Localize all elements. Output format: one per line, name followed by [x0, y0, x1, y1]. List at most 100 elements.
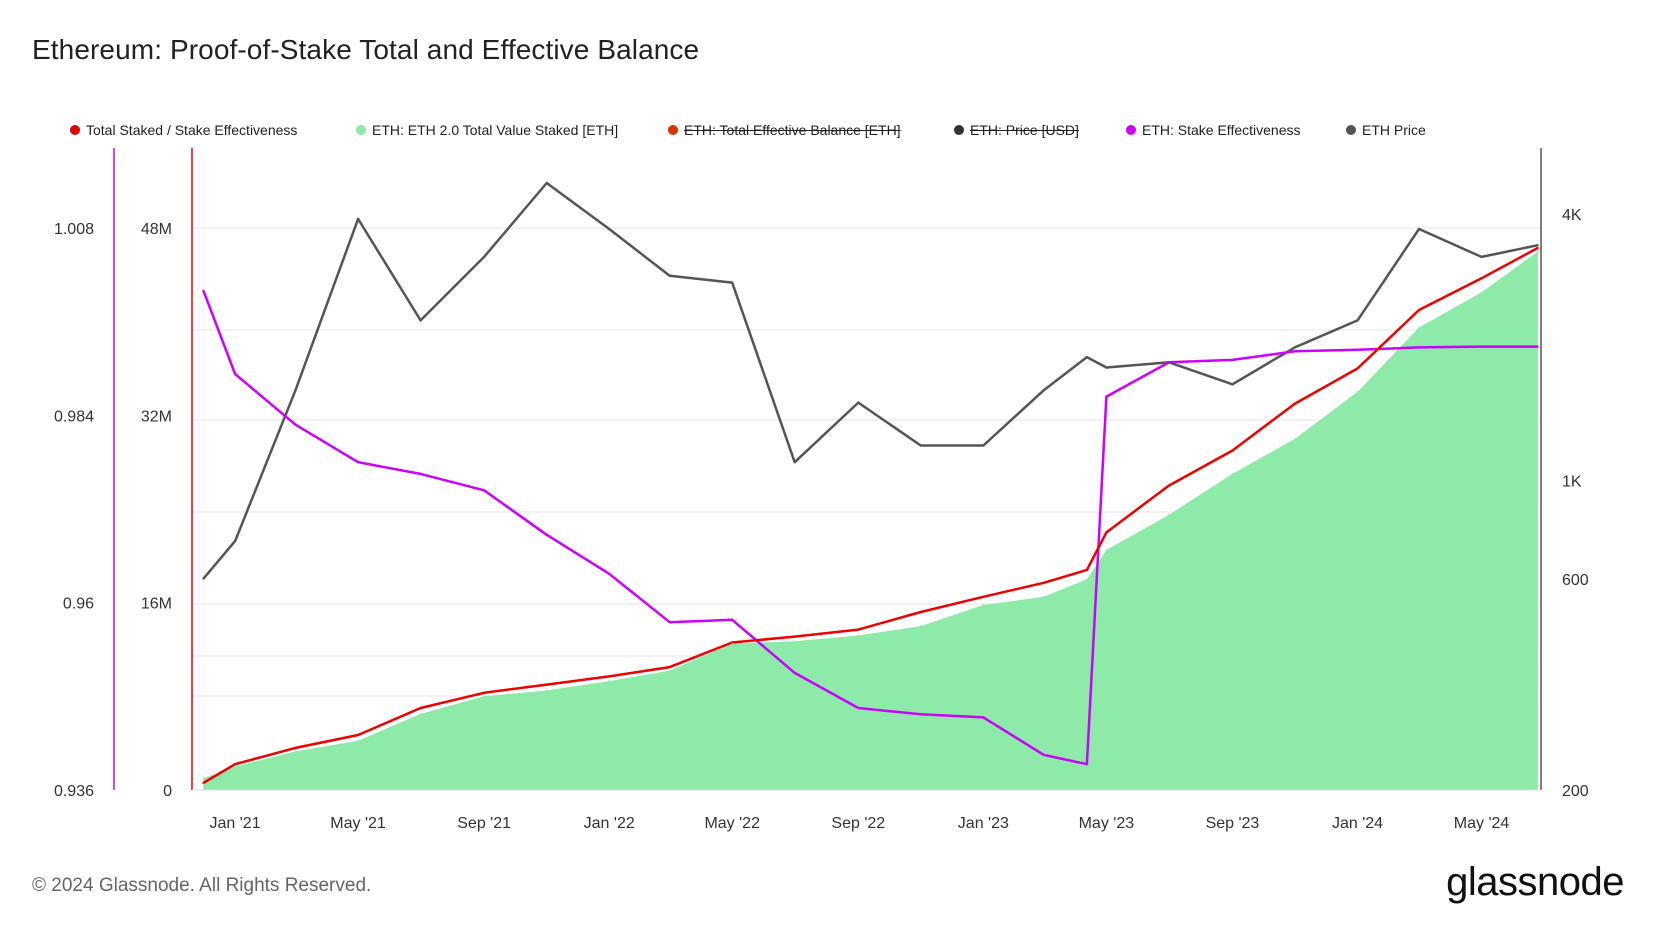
data-point [1105, 548, 1108, 552]
legend-dot-icon [1126, 125, 1136, 135]
legend-label: ETH: ETH 2.0 Total Value Staked [ETH] [372, 122, 619, 138]
data-point [1105, 395, 1108, 398]
data-point [1417, 326, 1421, 329]
data-point [545, 683, 548, 686]
data-point [668, 665, 671, 669]
data-point [1480, 291, 1483, 294]
legend-dot-icon [70, 125, 80, 135]
data-point [356, 739, 360, 742]
data-point [1293, 346, 1297, 349]
tick-labels: 0.936 0.96 0.984 1.008 0 16M 32M 48M 200 600 1K 4K J… [54, 207, 1589, 832]
data-point [1042, 753, 1046, 757]
data-point [857, 634, 860, 637]
x-tick-label: Sep '22 [831, 815, 885, 832]
data-point [482, 255, 486, 259]
data-point [1042, 581, 1046, 584]
data-point [1536, 250, 1540, 253]
x-tick-label: Sep '23 [1206, 815, 1260, 832]
total-staked-line [202, 246, 1539, 785]
legend-label: ETH: Total Effective Balance [ETH] [684, 122, 901, 138]
data-point [202, 289, 205, 292]
data-point [731, 618, 734, 621]
legend-dot-icon [668, 125, 678, 135]
copyright-text: © 2024 Glassnode. All Rights Reserved. [32, 875, 372, 896]
data-point [1293, 437, 1297, 440]
data-point [857, 628, 860, 631]
data-point [919, 610, 922, 614]
data-point [545, 533, 548, 536]
data-point [1167, 361, 1171, 364]
data-point [202, 781, 205, 785]
data-point [1105, 366, 1108, 369]
data-point [1231, 358, 1234, 362]
x-tick-label: Sep '21 [457, 815, 511, 832]
data-point [1356, 319, 1359, 322]
legend-item[interactable]: ETH Price [1346, 122, 1426, 138]
x-tick-label: May '24 [1454, 815, 1510, 832]
data-point [419, 319, 422, 322]
data-point [294, 423, 297, 426]
data-point [1085, 578, 1089, 581]
data-point [233, 372, 237, 376]
x-tick-label: Jan '22 [584, 815, 635, 832]
data-point [419, 706, 422, 710]
data-point [1231, 383, 1234, 386]
effectiveness-tick-label: 1.008 [54, 221, 94, 238]
price-tick-label: 4K [1562, 207, 1582, 224]
legend-label: ETH Price [1362, 122, 1426, 138]
legend-item[interactable]: ETH: Stake Effectiveness [1126, 122, 1300, 138]
data-point [793, 671, 796, 675]
legend-item[interactable]: ETH: ETH 2.0 Total Value Staked [ETH] [356, 122, 618, 138]
data-point [919, 624, 922, 628]
data-point [545, 689, 548, 692]
data-point [982, 603, 985, 607]
data-point [1536, 246, 1540, 250]
data-point [482, 695, 486, 698]
x-tick-label: Jan '24 [1332, 815, 1383, 832]
data-point [419, 712, 422, 716]
data-point [294, 389, 297, 392]
data-point [1356, 367, 1359, 370]
legend-item[interactable]: Total Staked / Stake Effectiveness [70, 122, 297, 138]
data-point [482, 691, 486, 694]
data-point [1085, 355, 1089, 359]
data-point [668, 669, 671, 672]
staked-tick-label: 48M [141, 221, 172, 238]
data-point [793, 635, 796, 638]
data-point [1231, 472, 1234, 476]
x-tick-label: May '22 [704, 815, 760, 832]
price-tick-label: 600 [1562, 572, 1589, 589]
data-point [793, 640, 796, 643]
data-point [294, 750, 297, 753]
data-point [1417, 346, 1421, 349]
data-point [1356, 348, 1359, 351]
stake-effectiveness-line [202, 289, 1538, 766]
data-point [919, 713, 922, 716]
data-point [1293, 350, 1297, 353]
data-point [545, 181, 548, 185]
data-point [233, 765, 237, 768]
data-point [1167, 513, 1171, 517]
data-point [1085, 568, 1089, 572]
axes [113, 148, 1542, 791]
data-point [356, 217, 360, 221]
data-point [1536, 244, 1540, 247]
data-point [233, 539, 237, 543]
data-point [982, 444, 985, 447]
price-tick-label: 200 [1562, 783, 1589, 800]
data-point [608, 227, 611, 231]
x-tick-label: Jan '23 [958, 815, 1009, 832]
x-tick-label: Jan '21 [210, 815, 261, 832]
data-point [482, 489, 486, 492]
legend-label: Total Staked / Stake Effectiveness [86, 122, 298, 138]
data-point [1042, 389, 1046, 392]
legend-dot-icon [356, 125, 366, 135]
legend-item[interactable]: ETH: Total Effective Balance [ETH] [668, 122, 901, 138]
legend-item[interactable]: ETH: Price [USD] [954, 122, 1079, 138]
data-point [356, 733, 360, 737]
legend-dot-icon [954, 125, 964, 135]
data-point [668, 621, 671, 624]
effectiveness-tick-label: 0.936 [54, 783, 94, 800]
x-tick-label: May '23 [1079, 815, 1135, 832]
